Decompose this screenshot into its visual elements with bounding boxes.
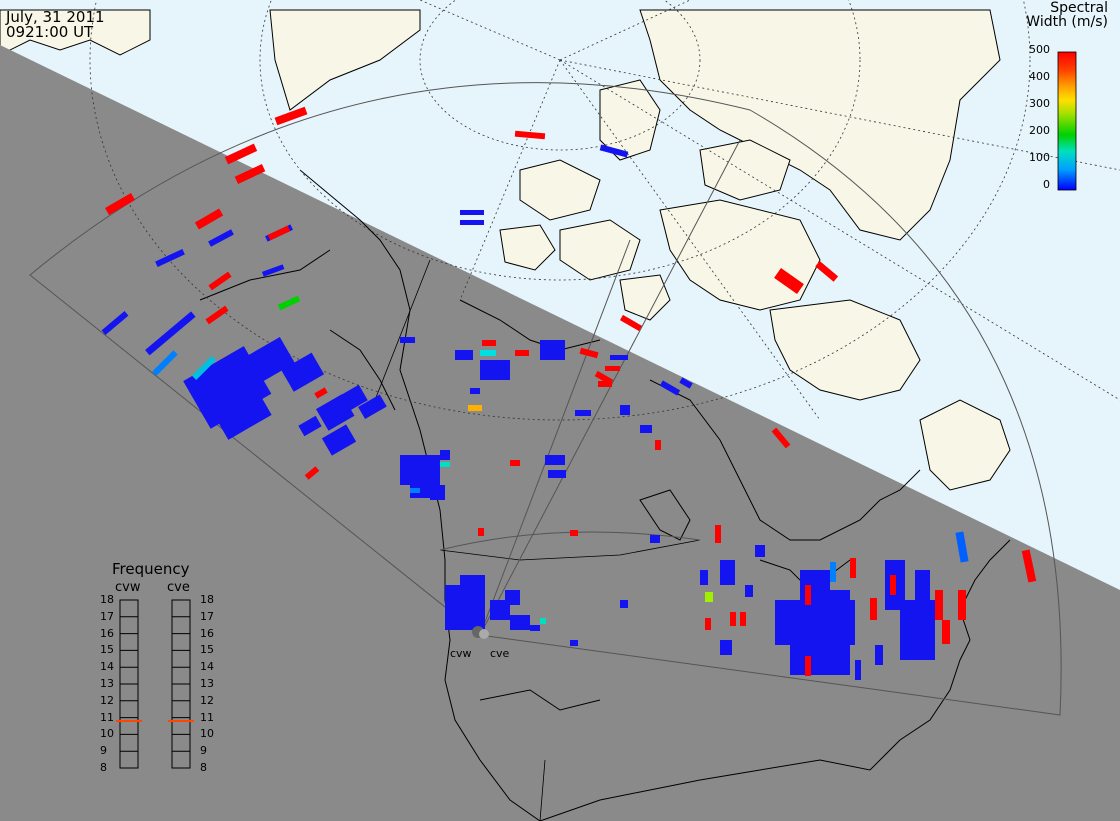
frequency-title: Frequency bbox=[112, 560, 190, 578]
colorbar bbox=[1057, 51, 1077, 191]
frequency-number-right: 17 bbox=[200, 609, 214, 623]
frequency-number-left: 15 bbox=[100, 643, 114, 657]
frequency-number-right: 15 bbox=[200, 643, 214, 657]
frequency-number-right: 18 bbox=[200, 593, 214, 606]
colorbar-title-line2: Width (m/s) bbox=[1026, 14, 1108, 30]
echoes-low-width bbox=[101, 144, 935, 680]
night-land-outline bbox=[199, 169, 1011, 821]
frequency-ticks bbox=[120, 599, 190, 769]
frequency-number-left: 17 bbox=[100, 609, 114, 623]
frequency-number-left: 14 bbox=[100, 660, 114, 674]
colorbar-tick-100: 100 bbox=[1029, 151, 1050, 164]
frequency-number-left: 11 bbox=[100, 710, 114, 724]
frequency-number-left: 8 bbox=[100, 761, 107, 774]
frequency-number-right: 11 bbox=[200, 710, 214, 724]
radar-label-cvw: cvw bbox=[450, 647, 472, 660]
date-label: July, 31 2011 bbox=[6, 8, 105, 26]
geo-grid bbox=[89, 0, 1120, 421]
frequency-number-right: 12 bbox=[200, 693, 214, 707]
frequency-number-left: 18 bbox=[100, 593, 114, 606]
colorbar-tick-200: 200 bbox=[1029, 124, 1050, 137]
frequency-number-left: 9 bbox=[100, 744, 107, 758]
field-of-view bbox=[29, 82, 1062, 716]
frequency-number-right: 16 bbox=[200, 626, 214, 640]
day-land bbox=[0, 9, 1011, 491]
frequency-number-left: 12 bbox=[100, 693, 114, 707]
echoes-mid-width bbox=[152, 350, 969, 624]
radar-sites bbox=[472, 626, 489, 639]
time-label: 0921:00 UT bbox=[6, 23, 94, 41]
frequency-number-left: 13 bbox=[100, 677, 114, 690]
frequency-number-right: 13 bbox=[200, 677, 214, 690]
colorbar-title-line1: Spectral bbox=[1050, 0, 1108, 16]
echoes-max-width bbox=[105, 106, 1037, 676]
frequency-number-right: 8 bbox=[200, 761, 207, 774]
borders bbox=[374, 259, 701, 821]
colorbar-tick-400: 400 bbox=[1029, 70, 1050, 83]
radar-label-cve: cve bbox=[490, 647, 510, 660]
frequency-number-left: 10 bbox=[100, 727, 114, 741]
colorbar-title: Spectral Width (m/s) bbox=[1026, 1, 1108, 29]
colorbar-tick-300: 300 bbox=[1029, 97, 1050, 110]
colorbar-tick-500: 500 bbox=[1029, 43, 1050, 56]
frequency-number-right: 14 bbox=[200, 660, 214, 674]
frequency-number-right: 9 bbox=[200, 744, 207, 758]
frequency-number-left: 16 bbox=[100, 626, 114, 640]
frequency-label-cve: cve bbox=[167, 580, 190, 595]
colorbar-tick-0: 0 bbox=[1043, 178, 1050, 191]
frequency-label-cvw: cvw bbox=[115, 580, 141, 595]
frequency-number-right: 10 bbox=[200, 727, 214, 741]
radar-site-cve bbox=[479, 629, 489, 639]
echoes-high-width bbox=[277, 295, 713, 602]
